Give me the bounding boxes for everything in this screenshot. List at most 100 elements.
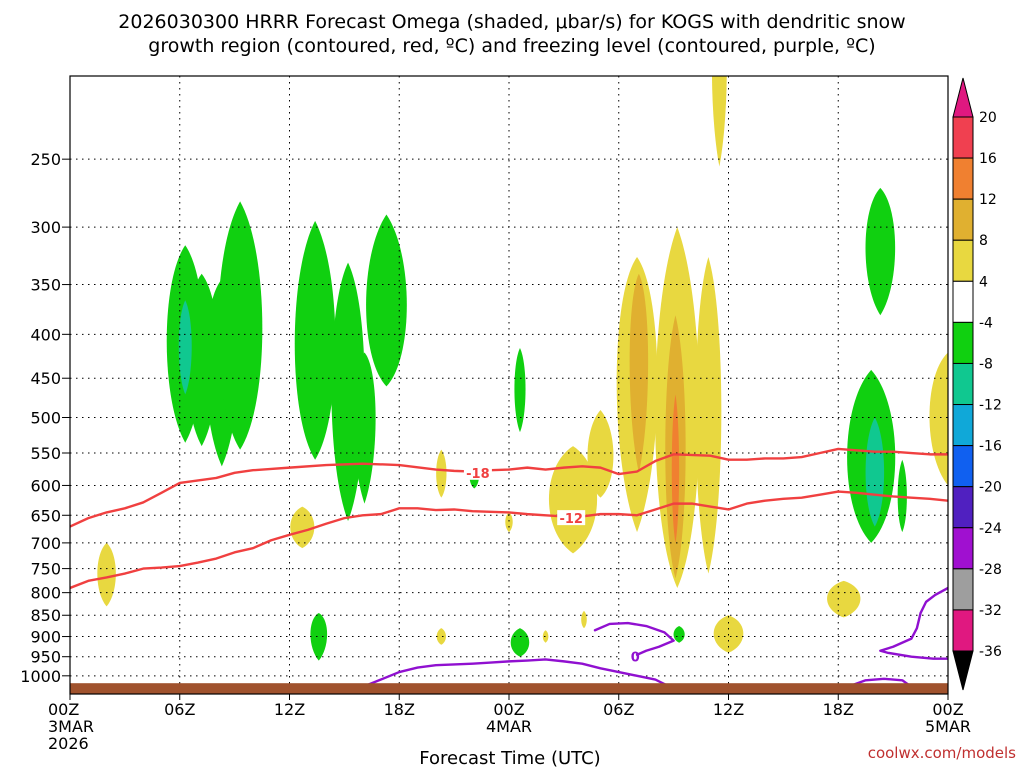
y-tick-label-750: 750 [30,560,61,579]
colorbar-label-11: -28 [979,562,1002,578]
chart-title-line-1: 2026030300 HRRR Forecast Omega (shaded, … [118,11,905,33]
colorbar-label-8: -16 [979,439,1002,455]
y-tick-label-700: 700 [30,534,61,553]
colorbar-label-5: -4 [979,315,993,331]
colorbar-segment-0 [952,116,974,159]
omega-region-5 [294,220,336,460]
omega-region-16 [510,628,530,657]
colorbar-segment-3 [952,239,974,282]
colorbar-label-0: 20 [979,110,997,126]
colorbar-segment-8 [952,445,974,488]
omega-region-28 [929,352,948,486]
omega-region-34 [629,273,649,473]
omega-region-31 [436,628,446,645]
omega-region-29 [827,580,861,618]
ground-surface [70,683,948,694]
omega-region-8 [366,214,407,387]
omega-region-13 [865,417,885,527]
freezing-contour-0 [361,658,672,689]
colorbar-segment-5 [952,321,974,364]
colorbar-top-arrow [952,77,974,118]
x-tick-label-6-0: 06Z [164,700,195,719]
y-tick-label-650: 650 [30,506,61,525]
omega-region-4 [178,300,192,395]
omega-region-22 [548,446,598,554]
x-tick-label-24-1: 4MAR [486,717,532,736]
x-tick-label-30-0: 06Z [603,700,634,719]
y-tick-label-450: 450 [30,369,61,388]
y-tick-label-300: 300 [30,218,61,237]
y-tick-label-350: 350 [30,276,61,295]
chart-title-line-2: growth region (contoured, red, ºC) and f… [148,35,875,57]
ground-fill [70,683,948,694]
x-tick-label-0-1: 3MAR [48,717,94,736]
omega-region-17 [673,626,685,643]
colorbar-label-9: -20 [979,480,1002,496]
y-tick-label-250: 250 [30,150,61,169]
colorbar-label-6: -8 [979,356,993,372]
x-tick-label-18-0: 18Z [384,700,415,719]
credit-text: coolwx.com/models [868,744,1016,762]
contour-lines: -18 -12 0 [70,447,948,689]
colorbar-label-7: -12 [979,398,1002,414]
x-tick-label-36-0: 12Z [713,700,744,719]
colorbar-legend: 20 16 12 8 4 -4 -8 -12 -16 -20 -24 -28 -32 -36 [952,77,1002,691]
x-tick-label-48-0: 00Z [932,700,963,719]
colorbar-segment-1 [952,157,974,200]
omega-region-11 [865,187,896,316]
freezing-contour-1 [593,621,675,656]
omega-region-32 [542,630,549,643]
colorbar-label-1: 16 [979,151,997,167]
y-tick-label-400: 400 [30,325,61,344]
dgz-contour-1-label: -12 [559,512,583,527]
colorbar-bottom-arrow [952,650,974,691]
omega-region-33 [581,610,587,629]
y-tick-label-900: 900 [30,628,61,647]
colorbar-segment-6 [952,362,974,406]
x-tick-label-24-0: 00Z [493,700,524,719]
x-tick-label-12-0: 12Z [274,700,305,719]
omega-region-27 [711,76,727,167]
omega-region-23 [587,409,614,498]
omega-region-18 [97,542,116,607]
omega-region-7 [353,352,376,504]
y-tick-label-1000: 1000 [20,667,61,686]
gridlines [70,76,948,694]
colorbar-segment-7 [952,404,974,447]
omega-region-21 [505,512,513,533]
colorbar-segment-11 [952,568,974,611]
colorbar-label-2: 12 [979,192,997,208]
omega-shading [97,76,948,661]
y-tick-label-500: 500 [30,408,61,427]
omega-region-15 [310,613,328,661]
colorbar-label-3: 8 [979,233,988,249]
colorbar-segment-12 [952,609,974,652]
dgz-contour-1-label-bg [557,510,586,526]
colorbar-label-4: 4 [979,274,988,290]
omega-region-10 [514,348,526,433]
freezing-contour-2 [879,586,948,660]
freezing-contour-3 [846,677,913,689]
x-tick-label-42-0: 18Z [823,700,854,719]
x-tick-label-0-2: 2026 [48,734,89,753]
y-tick-label-550: 550 [30,444,61,463]
colorbar-segment-10 [952,527,974,570]
colorbar-label-13: -36 [979,644,1002,660]
omega-region-20 [436,449,447,498]
colorbar-segment-4 [952,280,974,323]
omega-region-19 [290,506,315,549]
freezing-contour-0-label: 0 [631,651,640,666]
dgz-contour-0-label-bg [463,464,492,480]
dgz-contour-0-label: -18 [466,467,490,482]
y-tick-label-850: 850 [30,606,61,625]
colorbar-label-10: -24 [979,521,1002,537]
dgz-contour-1 [70,490,948,590]
omega-region-36 [671,394,680,543]
dgz-contour-0 [70,447,948,528]
x-tick-label-48-1: 5MAR [925,717,971,736]
colorbar-segment-9 [952,486,974,529]
omega-region-26 [695,256,722,574]
x-tick-label-0-0: 00Z [48,700,79,719]
